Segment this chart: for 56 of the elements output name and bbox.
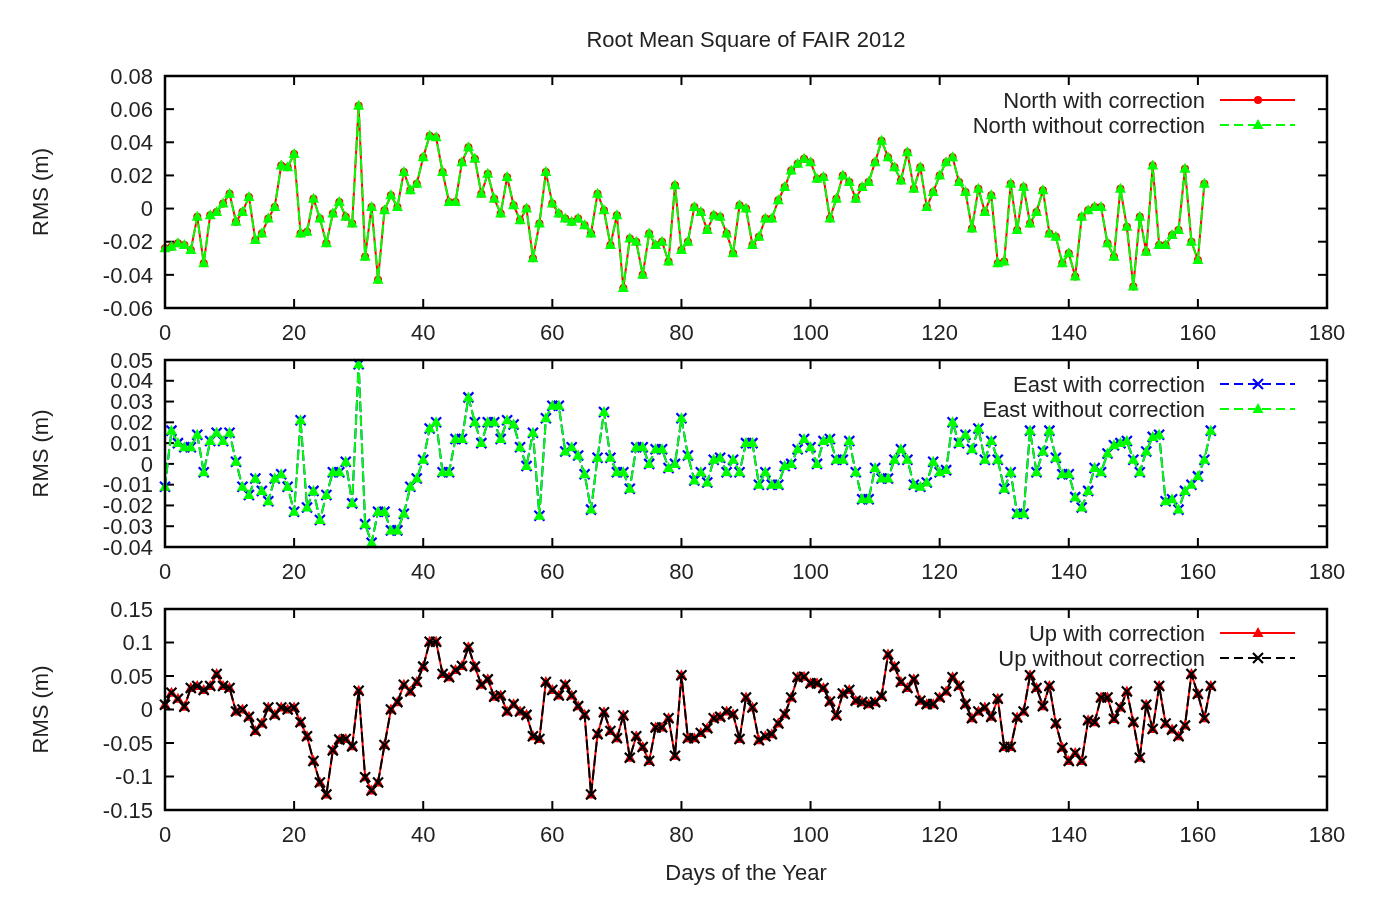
x-tick-label: 40	[410, 320, 436, 345]
y-tick-label: 0.1	[122, 630, 153, 656]
x-tick-label: 140	[1050, 320, 1088, 345]
y-tick-label: 0	[140, 196, 153, 222]
x-tick-label: 80	[669, 559, 694, 584]
y-tick-label: -0.15	[102, 797, 153, 823]
x-tick-label: 160	[1179, 559, 1217, 584]
x-tick-label: 160	[1179, 822, 1217, 847]
x-tick-label: 0	[158, 822, 172, 847]
x-tick-label: 40	[410, 559, 436, 584]
x-tick-label: 120	[921, 320, 959, 345]
legend-label: East with correction	[1013, 371, 1205, 397]
x-tick-label: 140	[1050, 559, 1088, 584]
x-tick-label: 180	[1308, 822, 1346, 847]
y-axis-title: RMS (m)	[28, 665, 53, 754]
y-tick-label: 0.04	[110, 129, 153, 155]
y-tick-label: -0.02	[102, 229, 153, 255]
x-tick-label: 80	[669, 822, 694, 847]
y-tick-label: -0.1	[115, 764, 153, 790]
y-tick-label: 0	[140, 697, 153, 723]
x-tick-label: 20	[281, 559, 307, 584]
y-tick-label: 0.02	[110, 163, 153, 189]
legend-label: Up with correction	[1028, 620, 1205, 646]
y-tick-label: 0.06	[110, 96, 153, 122]
x-tick-label: 60	[540, 559, 565, 584]
x-tick-label: 0	[158, 320, 172, 345]
legend-label: North without correction	[972, 112, 1205, 138]
legend-label: North with correction	[1003, 87, 1205, 113]
x-tick-label: 20	[281, 320, 307, 345]
x-tick-label: 80	[669, 320, 694, 345]
x-tick-label: 60	[540, 320, 565, 345]
x-tick-label: 100	[792, 822, 829, 847]
x-tick-label: 160	[1179, 320, 1217, 345]
y-tick-label: 0.05	[110, 663, 153, 689]
x-tick-label: 140	[1050, 822, 1088, 847]
legend-label: East without correction	[982, 396, 1205, 422]
x-tick-label: 40	[410, 822, 436, 847]
y-tick-label: -0.04	[102, 262, 153, 288]
y-tick-label: -0.06	[102, 295, 153, 321]
x-tick-label: 180	[1308, 320, 1346, 345]
y-tick-label: 0.08	[110, 63, 153, 89]
x-tick-label: 20	[281, 822, 307, 847]
x-axis-title: Days of the Year	[665, 860, 827, 885]
x-tick-label: 100	[792, 559, 829, 584]
legend-label: Up without correction	[998, 645, 1205, 671]
x-tick-label: 120	[921, 559, 959, 584]
x-tick-label: 180	[1308, 559, 1346, 584]
y-axis-title: RMS (m)	[28, 148, 53, 236]
y-tick-label: -0.05	[102, 730, 153, 756]
y-axis-title: RMS (m)	[28, 409, 53, 498]
x-tick-label: 0	[158, 559, 172, 584]
y-tick-label: 0.15	[110, 596, 153, 622]
x-tick-label: 60	[540, 822, 565, 847]
x-tick-label: 100	[792, 320, 829, 345]
chart-title: Root Mean Square of FAIR 2012	[586, 27, 906, 52]
x-tick-label: 120	[921, 822, 959, 847]
